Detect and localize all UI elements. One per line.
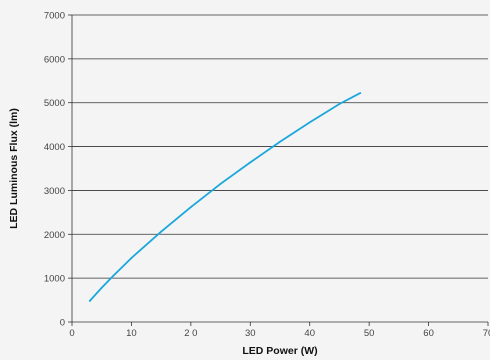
data-point bbox=[308, 121, 311, 124]
data-point bbox=[112, 274, 115, 277]
x-tick-label: 2 0 bbox=[184, 328, 197, 339]
data-point bbox=[279, 140, 281, 143]
y-tick-labels: 0 1000 2000 3000 4000 5000 6000 7000 bbox=[44, 11, 65, 329]
x-tick-labels: 0 10 2 0 30 40 50 60 70 bbox=[69, 328, 490, 339]
data-point bbox=[190, 206, 192, 209]
axes bbox=[68, 14, 489, 326]
y-tick-label: 0 bbox=[60, 318, 65, 329]
data-point bbox=[249, 161, 252, 164]
x-tick-label: 70 bbox=[483, 328, 490, 339]
y-tick-label: 3000 bbox=[44, 186, 65, 197]
series-layer bbox=[88, 92, 362, 302]
y-tick-label: 6000 bbox=[44, 54, 65, 65]
y-tick-label: 1000 bbox=[44, 274, 65, 285]
x-tick-label: 0 bbox=[69, 328, 74, 339]
x-axis-title: LED Power (W) bbox=[242, 345, 317, 357]
x-tick-label: 40 bbox=[304, 328, 315, 339]
data-point bbox=[219, 182, 222, 185]
x-tick-label: 60 bbox=[423, 328, 434, 339]
data-point bbox=[359, 92, 362, 94]
y-tick-label: 2000 bbox=[44, 230, 65, 241]
y-tick-label: 5000 bbox=[44, 98, 65, 109]
x-tick-label: 30 bbox=[245, 328, 256, 339]
grid-lines bbox=[72, 14, 488, 279]
series-line bbox=[88, 92, 362, 302]
data-point bbox=[130, 257, 133, 259]
y-tick-label: 4000 bbox=[44, 142, 65, 153]
x-tick-label: 50 bbox=[364, 328, 375, 339]
y-tick-label: 7000 bbox=[44, 11, 65, 22]
data-point bbox=[160, 230, 163, 233]
data-point bbox=[88, 300, 91, 302]
data-point bbox=[338, 103, 341, 105]
y-axis-title: LED Luminous Flux (lm) bbox=[8, 108, 20, 229]
x-tick-label: 10 bbox=[126, 328, 137, 339]
data-point bbox=[100, 286, 103, 289]
